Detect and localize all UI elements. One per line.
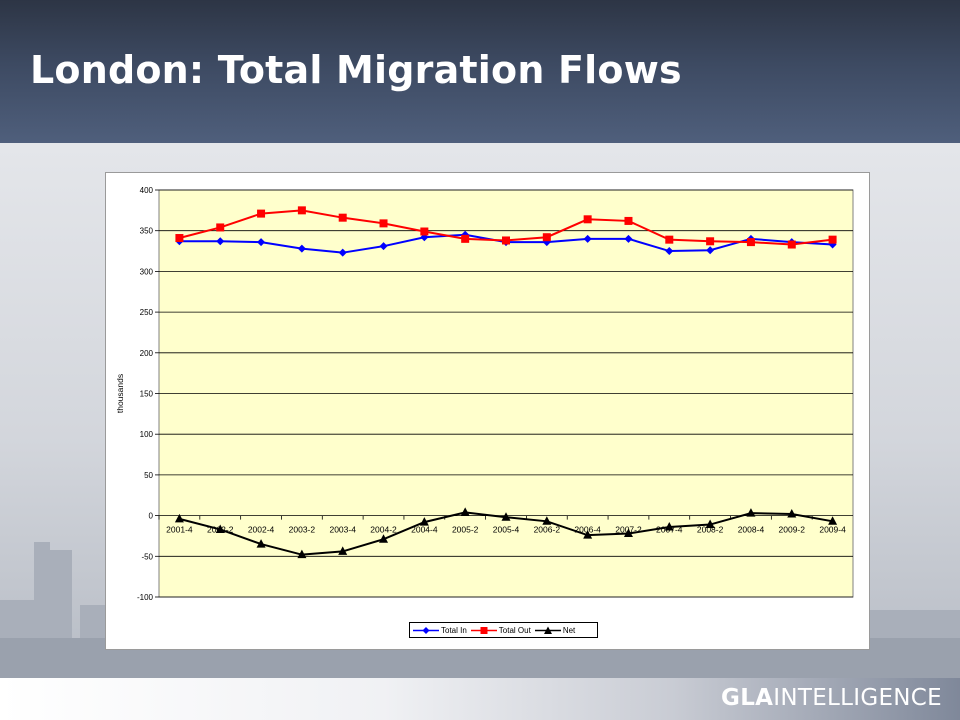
data-point-total-out	[542, 233, 551, 242]
data-point-total-out	[787, 240, 796, 249]
data-point-total-in	[257, 238, 266, 247]
logo-gla-text: GLA	[721, 685, 774, 711]
data-point-total-in	[624, 234, 633, 243]
y-tick-label: 150	[140, 390, 154, 399]
data-point-total-out	[706, 237, 715, 246]
legend-item-net: Net	[534, 625, 576, 635]
x-tick-label: 2008-2	[697, 525, 724, 535]
data-point-net	[705, 519, 715, 529]
data-point-total-out	[175, 234, 184, 243]
data-point-net	[746, 508, 756, 517]
footer-bar	[0, 678, 960, 720]
data-point-net	[460, 507, 470, 516]
data-point-net	[297, 549, 307, 559]
y-tick-label: 100	[140, 430, 154, 439]
data-point-total-out	[338, 213, 347, 222]
legend-item-total-in: Total In	[413, 626, 467, 635]
x-tick-label: 2003-2	[289, 525, 316, 535]
legend-label-total-out: Total Out	[498, 625, 531, 635]
legend-swatch-total-out	[470, 626, 497, 634]
x-tick-label: 2001-4	[166, 525, 193, 535]
data-point-net	[623, 528, 633, 538]
data-point-net	[828, 516, 838, 525]
data-point-total-out	[257, 209, 266, 218]
data-point-net	[338, 546, 348, 555]
y-tick-label: -50	[141, 552, 153, 561]
y-tick-label: 200	[140, 349, 154, 358]
migration-line-chart: -100 -50 0 50 100 150 200 250 300 350 400 2001-4 200…	[115, 186, 854, 602]
y-tick-label: -100	[137, 593, 154, 602]
gla-intelligence-logo: GLAINTELLIGENCE	[721, 685, 942, 711]
data-point-total-in	[828, 240, 837, 249]
x-tick-label: 2006-4	[574, 525, 601, 535]
y-tick-label: 0	[149, 512, 154, 521]
x-tick-label: 2005-4	[493, 525, 520, 535]
x-tick-label: 2008-4	[738, 525, 765, 535]
data-point-total-out	[216, 223, 225, 232]
data-point-total-out	[746, 238, 755, 247]
x-tick-label: 2004-2	[370, 525, 397, 535]
legend-label-net: Net	[562, 625, 576, 635]
title-banner: London: Total Migration Flows	[0, 0, 960, 143]
legend-label-total-in: Total In	[441, 625, 467, 635]
data-point-total-in	[583, 234, 592, 243]
data-point-net	[664, 521, 674, 531]
legend-swatch-net	[534, 626, 561, 634]
data-point-total-in	[338, 248, 347, 257]
data-point-net	[419, 517, 429, 526]
legend-swatch-total-in	[413, 626, 439, 634]
data-point-total-in	[665, 247, 674, 256]
data-point-total-out	[420, 227, 429, 236]
y-tick-label: 300	[140, 267, 154, 276]
data-point-total-out	[461, 234, 470, 243]
data-point-net	[583, 530, 593, 539]
data-point-total-out	[624, 216, 633, 225]
x-tick-label: 2005-2	[452, 525, 479, 535]
data-point-total-in	[216, 237, 225, 246]
data-point-total-in	[379, 242, 388, 251]
data-point-net	[215, 524, 225, 533]
legend-item-total-out: Total Out	[470, 625, 531, 635]
data-point-total-out	[297, 206, 306, 215]
data-point-total-out	[583, 215, 592, 224]
y-tick-label: 400	[140, 186, 154, 195]
data-point-net	[501, 512, 511, 521]
data-point-net	[787, 508, 797, 518]
data-point-net	[174, 513, 184, 523]
y-axis-label: thousands	[115, 374, 125, 413]
x-tick-label: 2003-4	[329, 525, 356, 535]
chart-legend: Total In Total Out Net	[409, 622, 598, 638]
y-tick-label: 50	[144, 471, 153, 480]
x-tick-label: 2009-2	[779, 525, 806, 535]
data-point-total-in	[706, 246, 715, 255]
y-tick-label: 250	[140, 308, 154, 317]
logo-intelligence-text: INTELLIGENCE	[773, 685, 942, 711]
x-tick-label: 2009-4	[819, 525, 846, 535]
data-point-total-out	[379, 219, 388, 228]
x-tick-label: 2004-4	[411, 525, 438, 535]
data-point-net	[379, 534, 389, 543]
y-tick-label: 350	[140, 227, 154, 236]
data-point-total-out	[665, 235, 674, 244]
slide-title: London: Total Migration Flows	[30, 48, 682, 92]
data-point-net	[542, 516, 552, 525]
x-tick-label: 2002-4	[248, 525, 275, 535]
data-point-total-out	[502, 236, 510, 245]
x-tick-label: 2006-2	[534, 525, 561, 535]
data-point-total-in	[297, 244, 306, 253]
data-point-net	[256, 539, 266, 548]
data-point-total-out	[828, 235, 837, 244]
